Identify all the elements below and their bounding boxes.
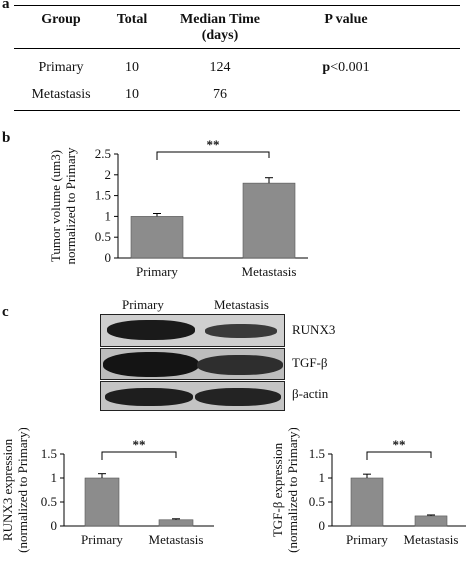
row2-group: Metastasis bbox=[31, 87, 91, 102]
row2-total: 10 bbox=[125, 87, 139, 102]
tgfb-band-primary bbox=[103, 352, 199, 377]
runx3-expression-chart: 0 0.5 1 1.5 RUNX3 expression(normalized to P… bbox=[0, 428, 214, 553]
bar-primary bbox=[350, 477, 384, 527]
y-tick-label: 1 bbox=[105, 208, 112, 223]
p-letter: p bbox=[322, 60, 331, 75]
significance-label: ** bbox=[207, 137, 220, 152]
header-median-time: Median Time (days) bbox=[180, 12, 260, 43]
bar-metastasis bbox=[242, 182, 296, 259]
y-tick-label: 1 bbox=[319, 470, 326, 485]
y-axis-label-line: Tumor volume (um3) bbox=[48, 150, 63, 262]
row1-median: 124 bbox=[209, 60, 231, 75]
x-tick-label: Metastasis bbox=[404, 532, 459, 547]
y-axis-label-line: TGF-β expression bbox=[270, 442, 285, 537]
significance-label: ** bbox=[133, 437, 146, 452]
tgfb-expression-chart: 0 0.5 1 1.5 TGF-β expression(normalized to P… bbox=[270, 428, 466, 553]
y-tick-label: 0 bbox=[319, 518, 326, 533]
significance-label: ** bbox=[393, 437, 406, 452]
bar-metastasis bbox=[414, 515, 448, 527]
y-tick-label: 0.5 bbox=[95, 229, 111, 244]
x-tick-label: Metastasis bbox=[149, 532, 204, 547]
header-total: Total bbox=[116, 12, 148, 27]
y-axis-label: Tumor volume (um3)normalized to Primary bbox=[48, 147, 78, 264]
blot-label-runx3: RUNX3 bbox=[292, 322, 336, 337]
panel-c-letter: c bbox=[2, 304, 9, 320]
tumor-volume-chart: 0 0.5 1 1.5 2 2.5 Tumor volume (um3)normalized… bbox=[48, 137, 308, 279]
panel-a-letter: a bbox=[2, 0, 10, 12]
y-tick-label: 1.5 bbox=[309, 446, 325, 461]
significance-bracket bbox=[366, 451, 432, 460]
runx3-band-primary bbox=[107, 320, 195, 340]
y-tick-label: 0.5 bbox=[41, 494, 57, 509]
y-tick-label: 0.5 bbox=[309, 494, 325, 509]
bar-primary bbox=[84, 477, 120, 527]
panel-b-letter: b bbox=[2, 130, 11, 146]
blot-label-beta-actin: β-actin bbox=[292, 386, 329, 401]
tgfb-blot bbox=[100, 348, 285, 380]
y-axis-label-line: RUNX3 expression bbox=[0, 438, 15, 541]
row2-median: 76 bbox=[213, 87, 227, 102]
row1-p-value: p<0.001 bbox=[290, 60, 402, 76]
table-header-rule bbox=[14, 48, 460, 49]
p-threshold: <0.001 bbox=[330, 60, 370, 75]
y-tick-label: 0 bbox=[51, 518, 58, 533]
tgfb-band-metastasis bbox=[197, 355, 283, 375]
actin-band-metastasis bbox=[195, 388, 281, 406]
significance-bracket bbox=[101, 451, 177, 460]
y-axis-label: TGF-β expression(normalized to Primary) bbox=[270, 428, 300, 553]
table-bottom-rule bbox=[14, 110, 460, 111]
significance-bracket bbox=[156, 151, 270, 160]
y-axis-label-line: (normalized to Primary) bbox=[15, 428, 30, 553]
y-tick-label: 1.5 bbox=[41, 446, 57, 461]
table-top-rule bbox=[14, 5, 460, 6]
y-axis-label: RUNX3 expression(normalized to Primary) bbox=[0, 428, 30, 553]
bar-primary bbox=[130, 216, 184, 259]
actin-band-primary bbox=[105, 388, 193, 406]
row1-group: Primary bbox=[38, 60, 84, 75]
lane-label-primary: Primary bbox=[122, 297, 164, 312]
x-tick-label: Primary bbox=[81, 532, 123, 547]
y-axis-label-line: normalized to Primary bbox=[63, 147, 78, 264]
x-tick-label: Primary bbox=[346, 532, 388, 547]
header-p-value: P value bbox=[324, 12, 368, 27]
y-tick-label: 2.5 bbox=[95, 146, 111, 161]
y-tick-label: 0 bbox=[105, 250, 112, 265]
y-tick-label: 2 bbox=[105, 167, 112, 182]
runx3-blot bbox=[100, 314, 285, 347]
runx3-band-metastasis bbox=[205, 324, 277, 338]
y-tick-label: 1.5 bbox=[95, 188, 111, 203]
y-tick-label: 1 bbox=[51, 470, 58, 485]
beta-actin-blot bbox=[100, 381, 285, 411]
lane-label-metastasis: Metastasis bbox=[214, 297, 269, 312]
x-tick-label: Metastasis bbox=[242, 264, 297, 279]
header-group: Group bbox=[41, 12, 81, 27]
bar-metastasis bbox=[158, 519, 194, 527]
blot-label-tgfb: TGF-β bbox=[292, 355, 328, 370]
y-axis-label-line: (normalized to Primary) bbox=[285, 428, 300, 553]
row1-total: 10 bbox=[125, 60, 139, 75]
x-tick-label: Primary bbox=[136, 264, 178, 279]
